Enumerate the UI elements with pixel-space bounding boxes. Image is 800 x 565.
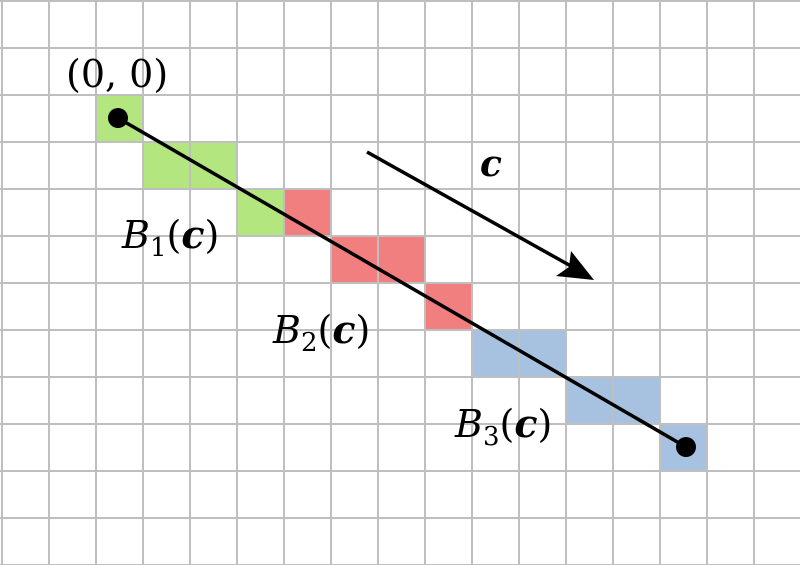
block-label-1: B1(c): [121, 212, 219, 263]
end-point: [676, 437, 696, 457]
vector-label: c: [480, 143, 502, 185]
green-cell: [143, 142, 190, 189]
green-cell: [237, 189, 284, 236]
ray-line: [117, 116, 687, 449]
red-cell: [331, 236, 378, 283]
block-label-2: B2(c): [272, 307, 370, 358]
origin-label: (0, 0): [66, 52, 168, 96]
red-cell: [378, 236, 425, 283]
blue-cell: [613, 377, 660, 424]
start-point: [108, 108, 128, 128]
block-label-3: B3(c): [454, 401, 552, 452]
red-cell: [425, 283, 472, 330]
direction-arrow: [366, 150, 594, 280]
